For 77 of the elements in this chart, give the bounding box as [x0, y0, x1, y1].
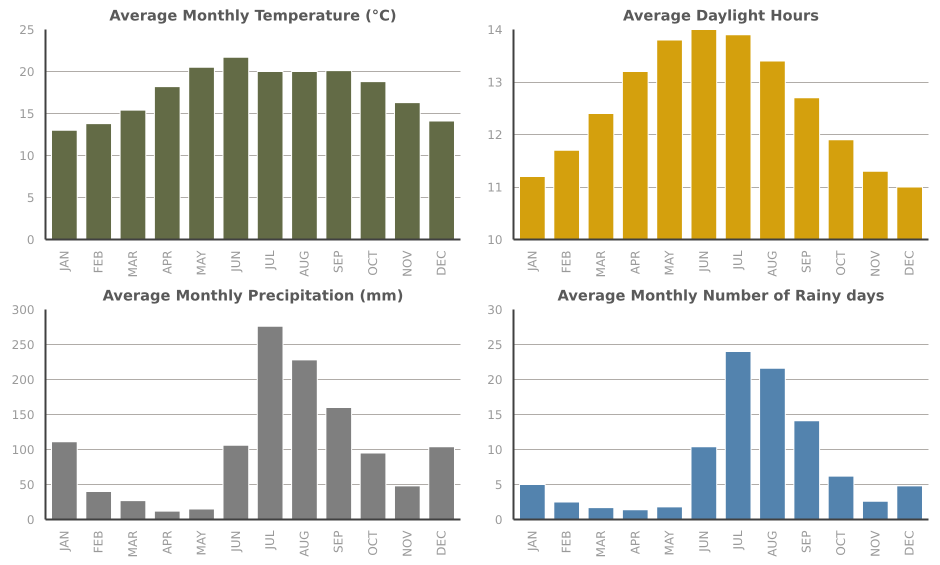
chart-title: Average Monthly Number of Rainy days: [558, 288, 885, 304]
x-tick-label: OCT: [834, 250, 848, 276]
x-tick-label: SEP: [332, 530, 346, 553]
y-tick-label: 25: [487, 338, 503, 352]
x-tick-label: NOV: [400, 250, 414, 277]
x-tick-label: DEC: [902, 250, 917, 276]
x-tick-label: MAY: [194, 530, 209, 556]
y-tick-label: 300: [12, 303, 34, 317]
x-tick-label: APR: [628, 250, 642, 274]
x-tick-label: JAN: [525, 530, 540, 552]
x-tick-label: DEC: [902, 530, 917, 556]
x-tick-label: NOV: [400, 530, 414, 557]
x-tick-label: SEP: [800, 250, 814, 273]
x-tick-label: AUG: [765, 250, 780, 277]
x-tick-label: APR: [160, 530, 174, 554]
chart-title: Average Monthly Temperature (°C): [109, 8, 397, 24]
x-tick-label: AUG: [765, 530, 780, 557]
x-tick-label: NOV: [868, 530, 882, 557]
x-tick-label: DEC: [434, 530, 449, 556]
x-tick-label: FEB: [560, 250, 574, 274]
y-tick-label: 150: [12, 408, 34, 422]
x-tick-label: NOV: [868, 250, 882, 277]
x-tick-label: DEC: [434, 250, 449, 276]
x-tick-label: AUG: [297, 250, 312, 277]
y-tick-label: 50: [19, 478, 35, 492]
x-tick-label: MAY: [194, 250, 209, 276]
x-tick-label: JUL: [263, 250, 278, 271]
x-tick-label: JUN: [696, 530, 711, 553]
y-tick-label: 100: [12, 443, 34, 457]
x-tick-label: JAN: [57, 250, 72, 272]
x-tick-label: MAR: [594, 530, 608, 558]
y-tick-label: 13: [487, 76, 503, 90]
y-tick-label: 0: [26, 513, 35, 527]
y-tick-label: 10: [487, 233, 503, 247]
x-tick-label: JUN: [228, 250, 243, 273]
x-tick-label: APR: [160, 250, 174, 274]
y-tick-label: 25: [19, 23, 35, 37]
x-tick-label: APR: [628, 530, 642, 554]
x-tick-label: OCT: [366, 530, 380, 556]
x-tick-label: JUL: [731, 250, 746, 271]
y-tick-label: 0: [26, 233, 35, 247]
y-tick-label: 12: [487, 128, 503, 142]
x-tick-label: MAR: [594, 250, 608, 278]
x-tick-label: JAN: [525, 250, 540, 272]
x-tick-label: AUG: [297, 530, 312, 557]
y-tick-label: 11: [487, 180, 503, 194]
x-tick-label: JUL: [263, 530, 278, 551]
x-tick-label: FEB: [92, 530, 106, 554]
x-tick-label: FEB: [92, 250, 106, 274]
y-tick-label: 5: [26, 191, 35, 205]
x-tick-label: MAR: [126, 530, 140, 558]
y-tick-label: 30: [487, 303, 503, 317]
x-tick-label: OCT: [366, 250, 380, 276]
x-tick-label: JUL: [731, 530, 746, 551]
y-tick-label: 15: [487, 408, 503, 422]
x-tick-label: MAY: [662, 530, 677, 556]
x-tick-label: JUN: [696, 250, 711, 273]
x-tick-label: SEP: [800, 530, 814, 553]
x-tick-label: OCT: [834, 530, 848, 556]
y-tick-label: 15: [19, 107, 35, 121]
y-tick-label: 10: [487, 443, 503, 457]
x-tick-label: FEB: [560, 530, 574, 554]
x-tick-label: JAN: [57, 530, 72, 552]
x-tick-label: MAY: [662, 250, 677, 276]
x-tick-label: MAR: [126, 250, 140, 278]
x-tick-label: JUN: [228, 530, 243, 553]
y-tick-label: 14: [487, 23, 503, 37]
chart-title: Average Monthly Precipitation (mm): [102, 288, 404, 304]
y-tick-label: 20: [487, 373, 503, 387]
y-tick-label: 5: [494, 478, 503, 492]
y-tick-label: 0: [494, 513, 503, 527]
y-tick-label: 20: [19, 65, 35, 79]
y-tick-label: 250: [12, 338, 34, 352]
y-tick-label: 200: [12, 373, 34, 387]
y-tick-label: 10: [19, 149, 35, 163]
x-tick-label: SEP: [332, 250, 346, 273]
chart-title: Average Daylight Hours: [623, 8, 820, 24]
